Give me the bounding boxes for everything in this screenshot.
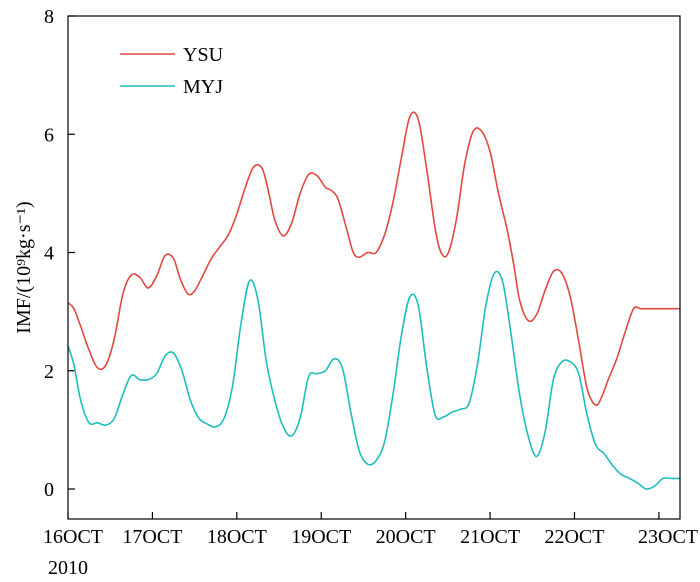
y-tick-label: 0 bbox=[44, 479, 54, 501]
x-tick-label: 18OCT bbox=[207, 526, 267, 548]
x-axis-year-label: 2010 bbox=[48, 557, 88, 579]
plot-frame bbox=[67, 15, 681, 520]
y-tick-label: 6 bbox=[44, 124, 54, 146]
series-layer bbox=[67, 111, 680, 490]
x-tick-label: 19OCT bbox=[291, 526, 351, 548]
x-tick-label: 21OCT bbox=[460, 526, 520, 548]
x-tick-label: 23OCT bbox=[638, 526, 698, 548]
x-tick-label: 16OCT bbox=[43, 526, 103, 548]
legend-label-ysu: YSU bbox=[183, 44, 224, 66]
x-tick-label: 22OCT bbox=[544, 526, 604, 548]
series-line-myj bbox=[67, 270, 680, 490]
x-tick-label: 17OCT bbox=[122, 526, 182, 548]
y-tick-label: 4 bbox=[44, 243, 54, 265]
legend-label-myj: MYJ bbox=[183, 76, 223, 98]
series-line-ysu bbox=[67, 111, 680, 407]
y-axis-title: IMF/(10⁹kg·s⁻¹) bbox=[13, 201, 35, 333]
y-tick-label: 8 bbox=[44, 6, 54, 28]
y-tick-label: 2 bbox=[44, 361, 54, 383]
ticks-layer: 0 2 4 6 8 16OCT 17OCT 18OCT 19OCT 20OCT 21OCT 22OCT… bbox=[43, 6, 698, 548]
x-tick-label: 20OCT bbox=[376, 526, 436, 548]
legend: YSU MYJ bbox=[120, 44, 224, 98]
